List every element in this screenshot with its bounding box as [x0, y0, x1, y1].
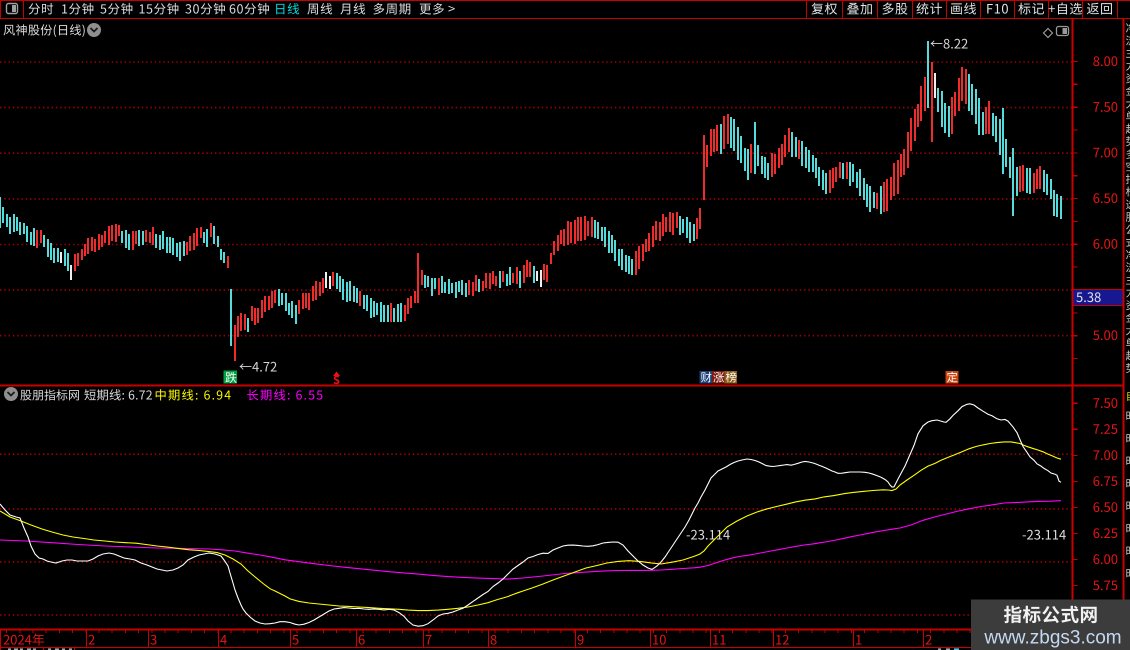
svg-text:www.zbgs3.com: www.zbgs3.com	[983, 628, 1121, 649]
